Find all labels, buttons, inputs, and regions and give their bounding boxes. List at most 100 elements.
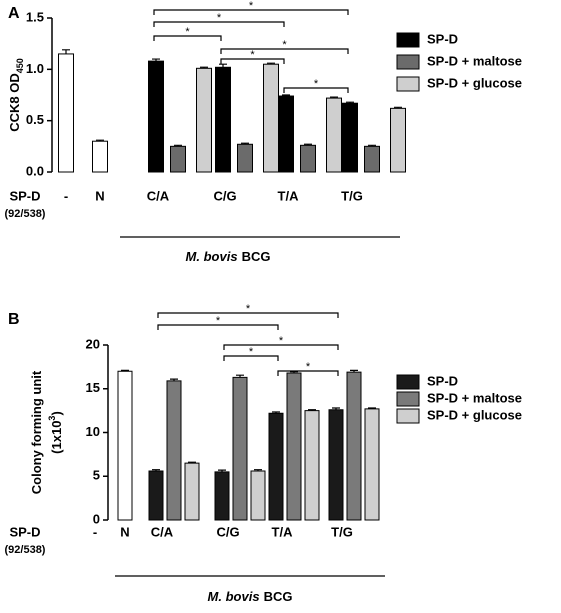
error-bar <box>152 469 160 471</box>
bar <box>232 376 248 521</box>
bar <box>148 60 164 173</box>
error-bar <box>254 469 262 471</box>
x-tick-label: C/G <box>213 188 236 203</box>
legend-label: SP-D + maltose <box>427 390 522 405</box>
error-bar <box>174 144 182 147</box>
error-bar <box>368 144 376 147</box>
legend-label: SP-D + glucose <box>427 75 522 90</box>
row-label: (92/538) <box>5 544 46 556</box>
bar <box>184 462 200 521</box>
significance-bracket <box>153 35 222 41</box>
bar <box>364 145 380 173</box>
y-axis-label-part: Colony forming unit <box>29 370 44 494</box>
panel-label: A <box>8 5 20 22</box>
bar <box>58 53 74 173</box>
significance-bracket <box>153 9 349 15</box>
y-tick-label: 0.0 <box>26 163 44 178</box>
bar <box>326 97 342 173</box>
significance-bracket <box>277 370 339 376</box>
significance-star: * <box>246 303 251 315</box>
row-label: (92/538) <box>5 208 46 220</box>
error-bar <box>188 461 196 464</box>
error-bar <box>241 142 249 145</box>
bar <box>390 107 406 173</box>
legend-swatch <box>396 54 420 70</box>
y-axis-label-part: ) <box>49 411 64 415</box>
legend-swatch <box>396 76 420 92</box>
bar <box>286 372 302 521</box>
error-bar <box>219 63 227 68</box>
x-tick-label: C/A <box>147 188 170 203</box>
y-axis-label-part: 450 <box>15 58 25 73</box>
significance-bracket <box>153 21 285 27</box>
y-tick-label: 15 <box>86 380 100 395</box>
y-tick-label: 0.5 <box>26 112 44 127</box>
bar <box>364 408 380 521</box>
y-axis-label: Colony forming unit <box>29 370 44 494</box>
significance-star: * <box>217 12 222 24</box>
significance-bracket <box>223 344 339 350</box>
significance-star: * <box>249 346 254 358</box>
bar <box>237 143 253 173</box>
error-bar <box>152 58 160 62</box>
legend-label: SP-D + maltose <box>427 53 522 68</box>
x-tick-label: C/G <box>216 524 239 539</box>
y-tick-label: 10 <box>86 424 100 439</box>
error-bar <box>304 143 312 146</box>
row-label: SP-D <box>9 524 40 539</box>
bar <box>268 412 284 521</box>
bar <box>328 409 344 521</box>
error-bar <box>236 374 244 378</box>
legend-label: SP-D <box>427 373 458 388</box>
group-label: M. bovis BCG <box>208 589 293 604</box>
error-bar <box>282 94 290 97</box>
x-tick-label: N <box>95 188 104 203</box>
y-axis-label-part: (1x10 <box>49 421 64 454</box>
x-tick-label: - <box>93 524 97 539</box>
group-label: M. bovis BCG <box>186 249 271 264</box>
bar <box>342 102 358 173</box>
significance-star: * <box>249 0 254 12</box>
bar <box>117 370 133 521</box>
bar <box>170 145 186 173</box>
group-label-part: M. bovis <box>208 589 260 604</box>
significance-bracket <box>283 87 349 93</box>
significance-star: * <box>185 26 190 38</box>
bar <box>196 67 212 173</box>
significance-star: * <box>279 335 284 347</box>
bar <box>250 470 266 521</box>
significance-bracket <box>223 355 279 361</box>
bar <box>263 63 279 173</box>
error-bar <box>62 49 70 54</box>
error-bar <box>96 139 104 142</box>
bar <box>214 471 230 521</box>
error-bar <box>121 369 129 372</box>
error-bar <box>308 409 316 411</box>
y-axis-label: CCK8 OD450 <box>7 58 25 132</box>
significance-star: * <box>306 361 311 373</box>
significance-bracket <box>157 312 339 318</box>
error-bar <box>272 411 280 414</box>
error-bar <box>290 371 298 373</box>
significance-star: * <box>282 39 287 51</box>
significance-bracket <box>220 48 349 54</box>
error-bar <box>170 378 178 381</box>
legend-swatch <box>396 408 420 424</box>
error-bar <box>332 407 340 410</box>
x-tick-label: T/G <box>331 524 353 539</box>
y-tick-label: 20 <box>86 336 100 351</box>
x-tick-label: T/G <box>341 188 363 203</box>
y-axis-label-part: 3 <box>47 416 57 421</box>
bar <box>278 95 294 173</box>
error-bar <box>200 66 208 69</box>
error-bar <box>346 101 354 104</box>
y-tick-label: 5 <box>93 468 100 483</box>
panel-label: B <box>8 311 20 328</box>
error-bar <box>350 369 358 373</box>
group-label-part: BCG <box>242 249 271 264</box>
row-label: SP-D <box>9 188 40 203</box>
bar <box>166 380 182 521</box>
bar <box>300 144 316 173</box>
